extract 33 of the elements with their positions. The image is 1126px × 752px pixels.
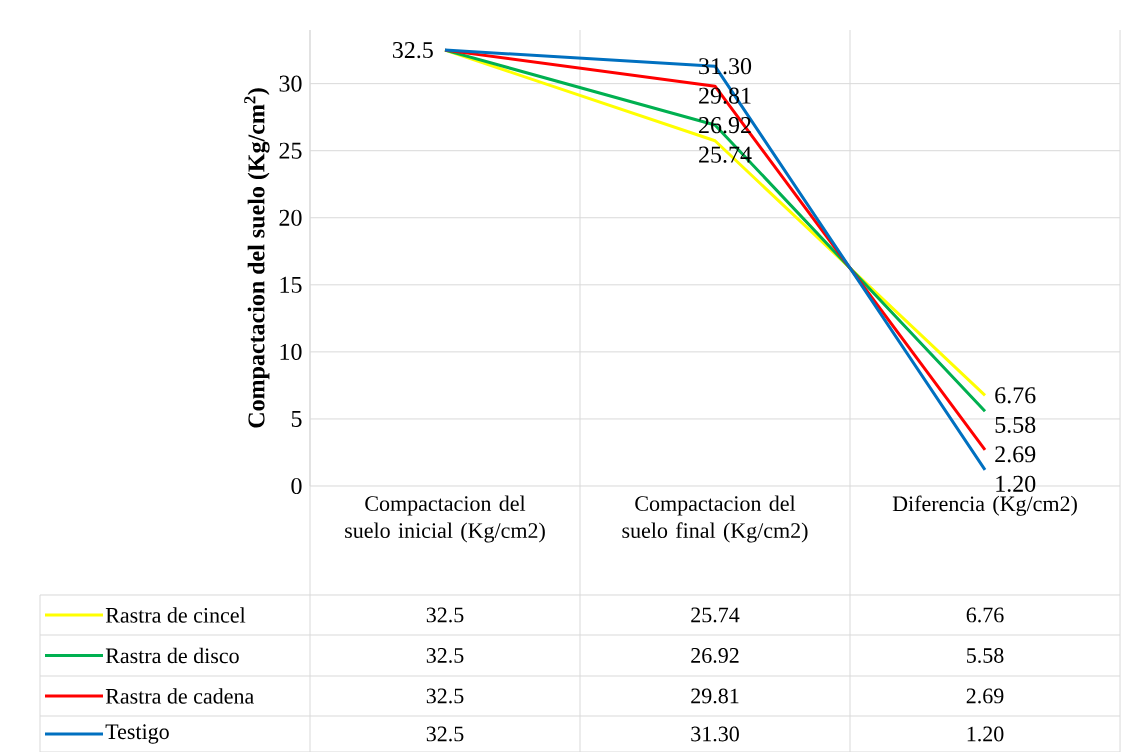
y-tick-label: 10	[280, 343, 302, 360]
data-label: 32.5	[426, 607, 464, 623]
data-label: 31.30	[691, 726, 739, 742]
x-tick-label: Compactacion del suelo final (Kg/cm2)	[622, 495, 808, 543]
text: 5.58	[995, 416, 1036, 433]
legend-label: Rastra de cincel	[105, 607, 246, 623]
y-tick-label: 25	[279, 142, 302, 159]
legend-label: Testigo	[105, 724, 169, 744]
text: 6.76	[995, 387, 1036, 404]
y-tick-label: 15	[280, 276, 302, 293]
data-label: 2.69	[966, 688, 1004, 704]
y-tick-label: 30	[279, 75, 302, 92]
data-label: 29.81	[691, 688, 739, 704]
y-axis-title: Compactacion del suelo (Kg/cm$^{2}$)	[244, 88, 270, 428]
data-label: 32.5	[426, 726, 464, 742]
data-label: 6.76	[966, 607, 1004, 623]
data-label: 25.74	[691, 607, 740, 623]
x-tick-label: Diferencia (Kg/cm2)	[892, 495, 1077, 516]
text: 1.20	[996, 475, 1036, 493]
data-label: 1.20	[967, 726, 1004, 742]
legend-label: Rastra de cadena	[105, 688, 254, 704]
x-tick-label: Compactacion del suelo inicial (Kg/cm2)	[345, 495, 545, 543]
text: 32.5	[392, 42, 433, 59]
text: 31.30	[699, 58, 752, 75]
y-tick-label: 5	[291, 410, 302, 427]
text: 2.69	[995, 446, 1036, 463]
data-label: 32.5	[426, 648, 464, 663]
data-label: 32.5	[426, 688, 464, 704]
y-tick-label: 0	[291, 477, 302, 495]
y-tick-label: 20	[279, 209, 302, 226]
legend-label: Rastra de disco	[105, 647, 239, 664]
data-label: 5.58	[967, 648, 1004, 663]
data-label: 26.92	[691, 648, 739, 663]
